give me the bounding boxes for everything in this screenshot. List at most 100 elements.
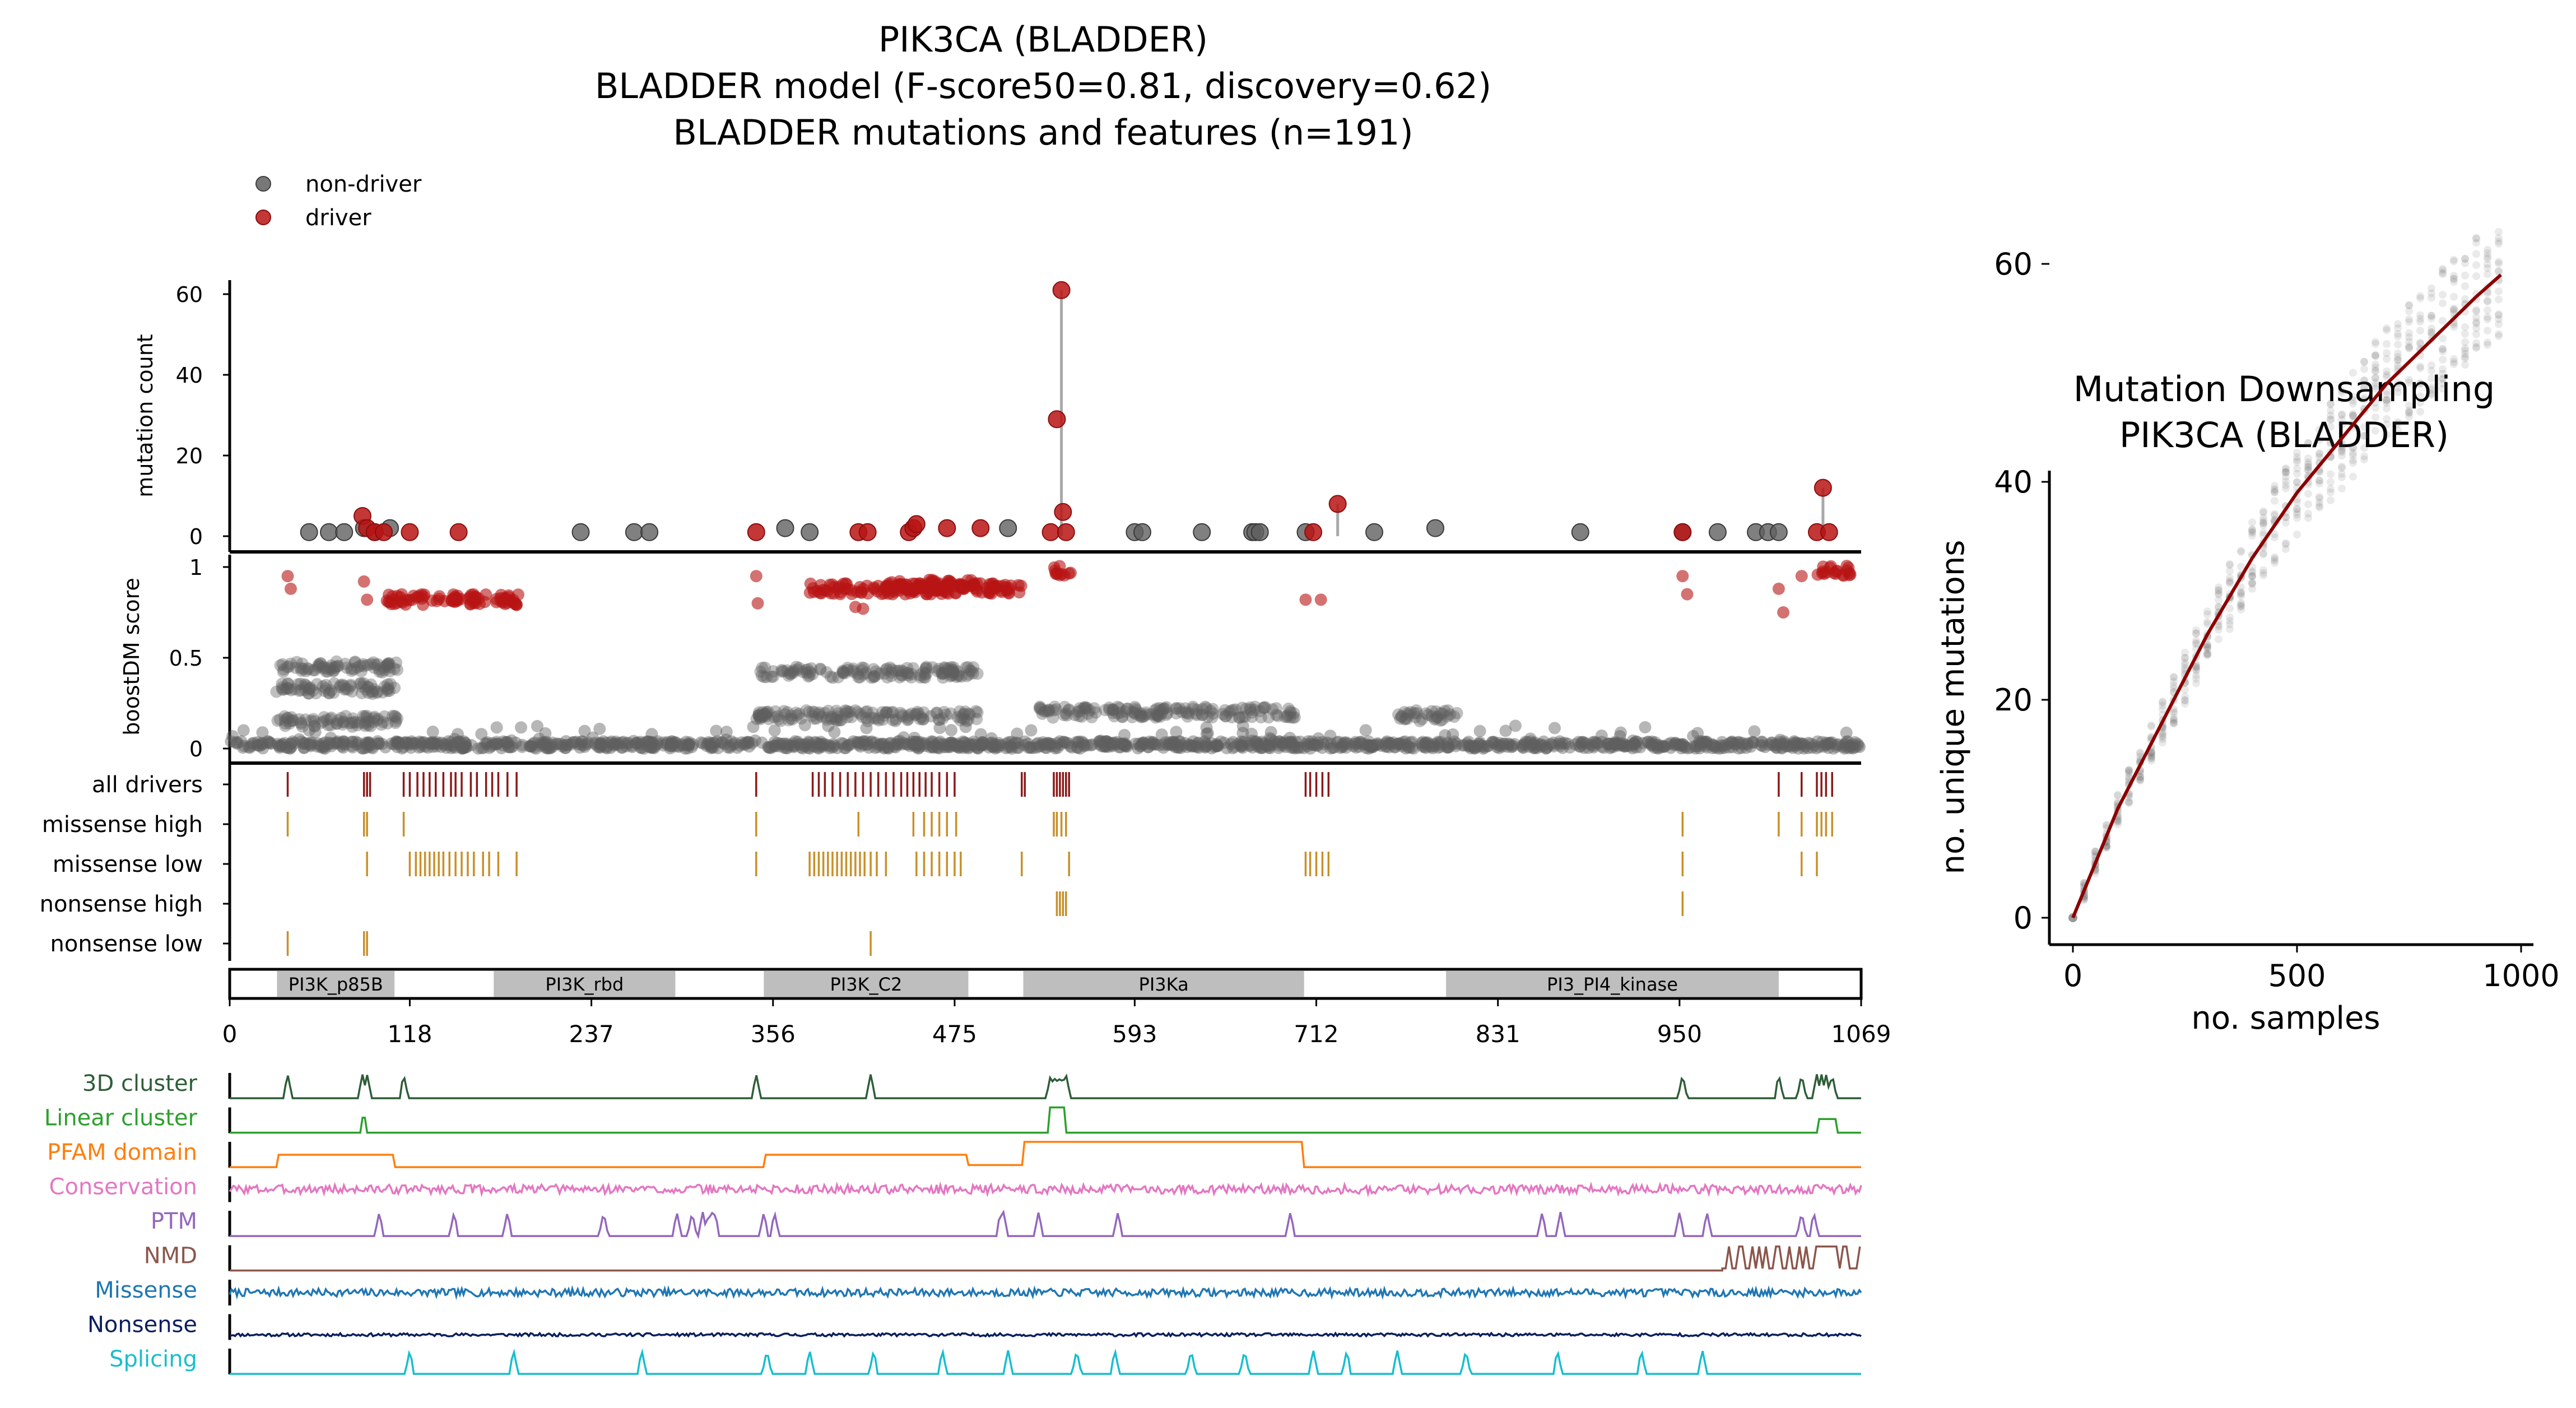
boostdm-baseline-point <box>1264 733 1277 746</box>
boostdm-non-driver-point <box>300 679 313 692</box>
boostdm-non-driver-point <box>303 682 315 695</box>
boostdm-non-driver-point <box>867 663 880 676</box>
boostdm-baseline-point <box>1628 737 1641 750</box>
boostdm-baseline-point <box>1174 735 1187 748</box>
boostdm-baseline-point <box>708 737 721 750</box>
boostdm-baseline-point <box>702 736 715 749</box>
boostdm-baseline-point <box>346 735 359 748</box>
boostdm-baseline-point <box>1649 736 1662 749</box>
boostdm-non-driver-point <box>282 682 295 695</box>
boostdm-baseline-point <box>780 742 793 755</box>
boostdm-baseline-point <box>1256 741 1269 754</box>
boostdm-baseline-point <box>1336 738 1349 751</box>
boostdm-baseline-point <box>1693 735 1706 748</box>
boostdm-baseline-point <box>862 741 875 754</box>
boostdm-non-driver-point <box>364 658 377 671</box>
domain-boxes: PI3K_p85B PI3K_rbd PI3K_C2 PI3Ka PI3_PI4_kin… <box>277 971 1779 997</box>
boostdm-baseline-point <box>1775 741 1788 754</box>
track-line <box>230 1348 1861 1375</box>
boostdm-baseline-point <box>252 738 264 751</box>
boostdm-baseline-point <box>1359 724 1372 737</box>
downsampling-point <box>2349 449 2357 457</box>
downsampling-point <box>2226 604 2234 612</box>
boostdm-baseline-point <box>1349 736 1362 749</box>
boostdm-baseline-point <box>707 736 720 749</box>
boostdm-non-driver-point <box>295 684 308 696</box>
boostdm-baseline-point <box>1120 740 1133 753</box>
boostdm-baseline-point <box>1780 740 1793 753</box>
boostdm-baseline-point <box>1263 732 1276 745</box>
boostdm-non-driver-point <box>330 655 343 668</box>
boostdm-non-driver-point <box>289 661 302 674</box>
boostdm-baseline-point <box>854 736 867 749</box>
boostdm-baseline-point <box>1779 737 1792 750</box>
boostdm-non-driver-point <box>294 677 307 690</box>
boostdm-baseline-point <box>725 735 738 748</box>
boostdm-baseline-point <box>1547 736 1560 749</box>
legend-label-driver: driver <box>305 205 371 231</box>
boostdm-baseline-point <box>1144 737 1157 750</box>
boostdm-ytick-label: 0 <box>189 737 203 761</box>
downsampling-xlabel: no. samples <box>2191 1000 2380 1037</box>
boostdm-baseline-point <box>1049 742 1062 755</box>
boostdm-baseline-point <box>1363 740 1376 752</box>
boostdm-baseline-point <box>1064 740 1077 752</box>
boostdm-baseline-point <box>1372 738 1385 751</box>
boostdm-driver-point <box>1012 579 1025 592</box>
boostdm-baseline-point <box>1026 741 1039 754</box>
boostdm-baseline-point <box>964 738 977 751</box>
boostdm-baseline-point <box>1848 736 1861 749</box>
boostdm-non-driver-point <box>325 684 338 697</box>
boostdm-baseline-point <box>539 727 552 740</box>
boostdm-baseline-point <box>447 740 459 753</box>
downsampling-point <box>2315 479 2323 487</box>
boostdm-non-driver-point <box>1134 707 1147 719</box>
feature-row-label: nonsense high <box>40 891 203 917</box>
boostdm-baseline-point <box>483 741 496 754</box>
boostdm-baseline-point <box>506 740 519 753</box>
boostdm-baseline-point <box>762 741 775 754</box>
boostdm-baseline-point <box>746 737 759 750</box>
boostdm-baseline-point <box>827 739 840 752</box>
downsampling-ytick-label: 20 <box>1994 682 2033 718</box>
boostdm-baseline-point <box>974 739 987 752</box>
boostdm-baseline-point <box>1040 741 1053 754</box>
boostdm-baseline-point <box>968 738 980 751</box>
boostdm-non-driver-point <box>333 681 346 694</box>
boostdm-baseline-point <box>331 735 344 748</box>
boostdm-baseline-point <box>1309 738 1322 751</box>
boostdm-driver-point <box>839 583 852 596</box>
non-driver-point <box>801 523 819 541</box>
boostdm-baseline-point <box>900 738 913 751</box>
boostdm-baseline-point <box>1021 737 1034 750</box>
boostdm-baseline-point <box>485 740 497 753</box>
boostdm-baseline-point <box>1354 736 1366 749</box>
boostdm-baseline-point <box>748 734 761 747</box>
boostdm-baseline-point <box>1719 738 1732 751</box>
boostdm-baseline-point <box>385 737 398 750</box>
boostdm-baseline-point <box>811 741 824 754</box>
boostdm-ytick-label: 0.5 <box>169 646 203 671</box>
boostdm-non-driver-point <box>299 684 311 696</box>
boostdm-baseline-point <box>1817 740 1830 753</box>
boostdm-non-driver-point <box>332 714 345 727</box>
downsampling-point <box>2271 559 2279 567</box>
boostdm-baseline-point <box>372 737 385 750</box>
downsampling-point <box>2349 393 2357 401</box>
boostdm-baseline-point <box>311 737 324 750</box>
boostdm-baseline-point <box>1678 740 1691 752</box>
domain-label: PI3K_rbd <box>545 974 624 995</box>
boostdm-baseline-point <box>951 740 964 753</box>
boostdm-non-driver-point <box>320 662 333 675</box>
boostdm-non-driver-point <box>359 710 371 723</box>
boostdm-baseline-point <box>912 739 924 752</box>
boostdm-baseline-point <box>1161 738 1174 751</box>
boostdm-baseline-point <box>447 738 459 751</box>
boostdm-baseline-point <box>329 737 342 750</box>
boostdm-baseline-point <box>1142 741 1155 754</box>
downsampling-point <box>2416 407 2424 416</box>
feature-row-label: missense low <box>53 852 203 877</box>
boostdm-baseline-point <box>1327 741 1340 754</box>
boostdm-baseline-point <box>1440 741 1453 754</box>
boostdm-baseline-point <box>798 740 811 752</box>
